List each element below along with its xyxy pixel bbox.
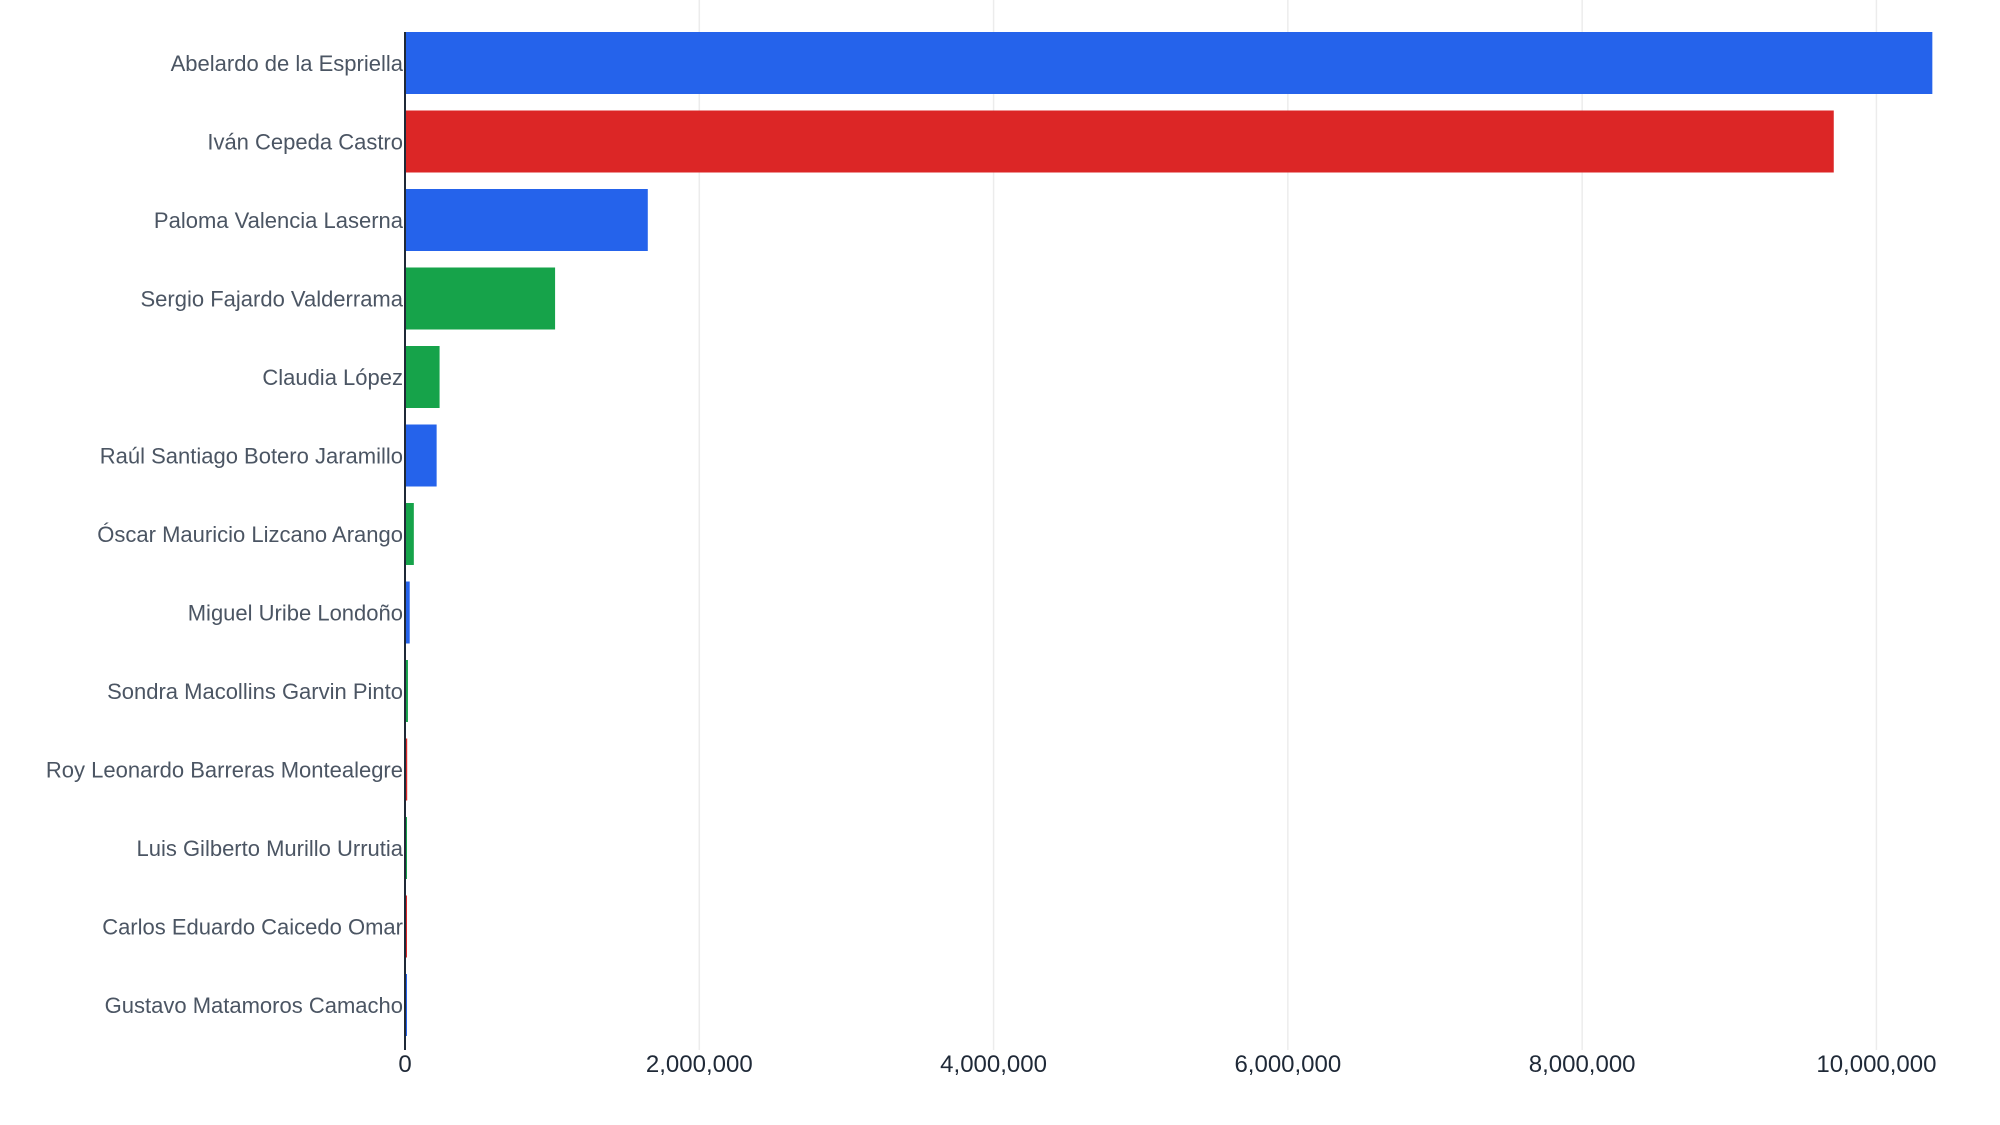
category-label: Iván Cepeda Castro — [207, 130, 403, 155]
x-tick-label: 10,000,000 — [1816, 1051, 1936, 1078]
x-tick-label: 6,000,000 — [1234, 1051, 1341, 1078]
category-label: Raúl Santiago Botero Jaramillo — [100, 444, 403, 469]
x-tick-label: 4,000,000 — [940, 1051, 1047, 1078]
category-label: Sondra Macollins Garvin Pinto — [107, 679, 403, 704]
category-label: Óscar Mauricio Lizcano Arango — [97, 522, 403, 547]
bar[interactable] — [405, 189, 648, 251]
category-label: Carlos Eduardo Caicedo Omar — [102, 915, 403, 940]
category-label: Miguel Uribe Londoño — [188, 601, 403, 626]
category-label: Claudia López — [262, 365, 403, 390]
x-tick-label: 8,000,000 — [1529, 1051, 1636, 1078]
category-label: Roy Leonardo Barreras Montealegre — [46, 758, 403, 783]
bar[interactable] — [405, 424, 437, 487]
category-label: Abelardo de la Espriella — [171, 51, 404, 76]
x-tick-label: 2,000,000 — [646, 1051, 753, 1078]
bar[interactable] — [405, 581, 410, 644]
bar[interactable] — [405, 267, 556, 330]
bar[interactable] — [405, 503, 414, 565]
x-axis-tick-labels: 0 2,000,000 4,000,000 6,000,000 8,000,000 10,… — [398, 1051, 1936, 1078]
bar[interactable] — [405, 738, 408, 801]
bar[interactable] — [405, 32, 1933, 94]
bars — [405, 32, 1933, 1036]
x-tick-label: 0 — [398, 1051, 411, 1078]
category-label: Sergio Fajardo Valderrama — [141, 287, 404, 312]
category-labels: Abelardo de la Espriella Iván Cepeda Cast… — [46, 51, 404, 1018]
category-label: Paloma Valencia Laserna — [154, 208, 404, 233]
category-label: Gustavo Matamoros Camacho — [105, 993, 403, 1018]
grid-lines — [698, 0, 1878, 1050]
category-label: Luis Gilberto Murillo Urrutia — [136, 836, 403, 861]
bar[interactable] — [405, 660, 408, 722]
bar[interactable] — [405, 346, 440, 408]
bar[interactable] — [405, 110, 1834, 173]
